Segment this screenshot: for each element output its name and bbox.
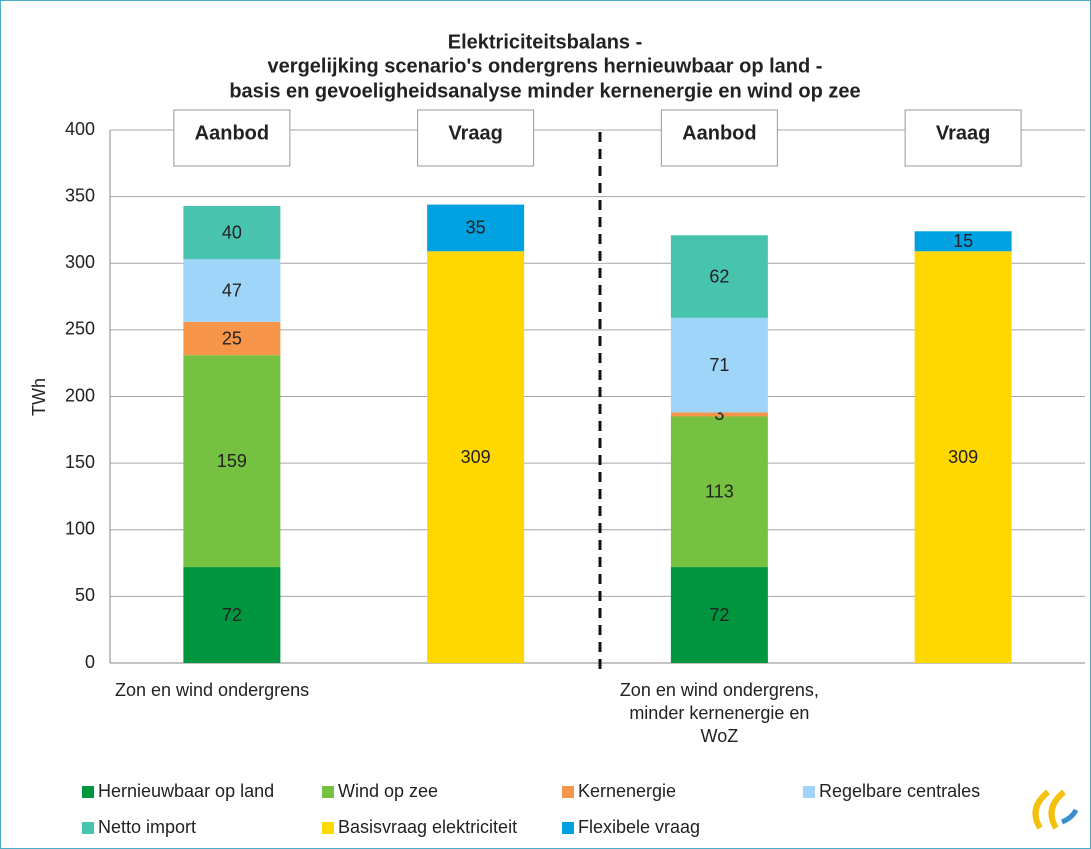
y-tick-label: 0 bbox=[85, 652, 95, 672]
legend-label: Hernieuwbaar op land bbox=[98, 781, 274, 801]
bar-label: Vraag bbox=[448, 122, 502, 144]
bar-segment bbox=[183, 355, 281, 568]
legend-swatch bbox=[322, 786, 334, 798]
bar-label-box bbox=[660, 109, 778, 167]
bar-segment bbox=[183, 567, 281, 663]
y-tick-label: 50 bbox=[75, 585, 95, 605]
y-tick-label: 100 bbox=[65, 519, 95, 539]
data-label: 35 bbox=[466, 218, 486, 238]
bar-label-box bbox=[417, 109, 535, 167]
legend-label: Wind op zee bbox=[338, 781, 438, 801]
legend-label: Regelbare centrales bbox=[819, 781, 980, 801]
data-label: 72 bbox=[709, 605, 729, 625]
data-label: 72 bbox=[222, 605, 242, 625]
logo bbox=[1032, 789, 1079, 830]
bar-label: Vraag bbox=[936, 122, 990, 144]
bar-label: Aanbod bbox=[682, 122, 756, 144]
bar-segment bbox=[914, 251, 1012, 663]
bar-segment bbox=[914, 231, 1012, 252]
legend-label: Netto import bbox=[98, 817, 196, 837]
y-tick-label: 200 bbox=[65, 385, 95, 405]
y-tick-label: 250 bbox=[65, 319, 95, 339]
chart-title: vergelijking scenario's ondergrens herni… bbox=[268, 55, 823, 77]
y-tick-label: 400 bbox=[65, 119, 95, 139]
legend-swatch bbox=[562, 786, 574, 798]
data-label: 309 bbox=[461, 447, 491, 467]
legend-swatch bbox=[82, 822, 94, 834]
bar-segment bbox=[670, 235, 768, 318]
legend-swatch bbox=[803, 786, 815, 798]
data-label: 159 bbox=[217, 451, 247, 471]
data-label: 25 bbox=[222, 328, 242, 348]
data-label: 113 bbox=[705, 482, 734, 502]
data-label: 309 bbox=[948, 447, 978, 467]
bar-segment bbox=[183, 259, 281, 322]
legend-swatch bbox=[322, 822, 334, 834]
bar-segment bbox=[670, 567, 768, 663]
legend-label: Flexibele vraag bbox=[578, 817, 700, 837]
legend-swatch bbox=[562, 822, 574, 834]
bar-label: Aanbod bbox=[195, 122, 269, 144]
legend-label: Basisvraag elektriciteit bbox=[338, 817, 517, 837]
data-label: 47 bbox=[222, 280, 242, 300]
bar-segment bbox=[427, 204, 525, 252]
bar-segment bbox=[427, 251, 525, 663]
y-tick-label: 300 bbox=[65, 252, 95, 272]
y-axis-label: TWh bbox=[29, 378, 49, 416]
bar-segment bbox=[670, 416, 768, 568]
data-label: 40 bbox=[222, 222, 242, 242]
bar-segment bbox=[183, 205, 281, 260]
bar-segment bbox=[670, 412, 768, 417]
legend-swatch bbox=[82, 786, 94, 798]
chart-title: Elektriciteitsbalans - bbox=[448, 31, 643, 53]
data-label: 3 bbox=[714, 404, 724, 424]
data-label: 62 bbox=[709, 266, 729, 286]
bar-segment bbox=[670, 317, 768, 413]
y-tick-label: 350 bbox=[65, 185, 95, 205]
bar-label-box bbox=[173, 109, 291, 167]
y-tick-label: 150 bbox=[65, 452, 95, 472]
data-label: 15 bbox=[953, 231, 973, 251]
chart-title: basis en gevoeligheidsanalyse minder ker… bbox=[229, 80, 860, 102]
bar-label-box bbox=[904, 109, 1022, 167]
legend-label: Kernenergie bbox=[578, 781, 676, 801]
data-label: 71 bbox=[709, 355, 729, 375]
x-tick-label: Zon en wind ondergrens bbox=[115, 680, 310, 700]
bar-segment bbox=[183, 321, 281, 356]
x-tick-label: Zon en wind ondergrens, minder kernenerg… bbox=[619, 680, 819, 746]
